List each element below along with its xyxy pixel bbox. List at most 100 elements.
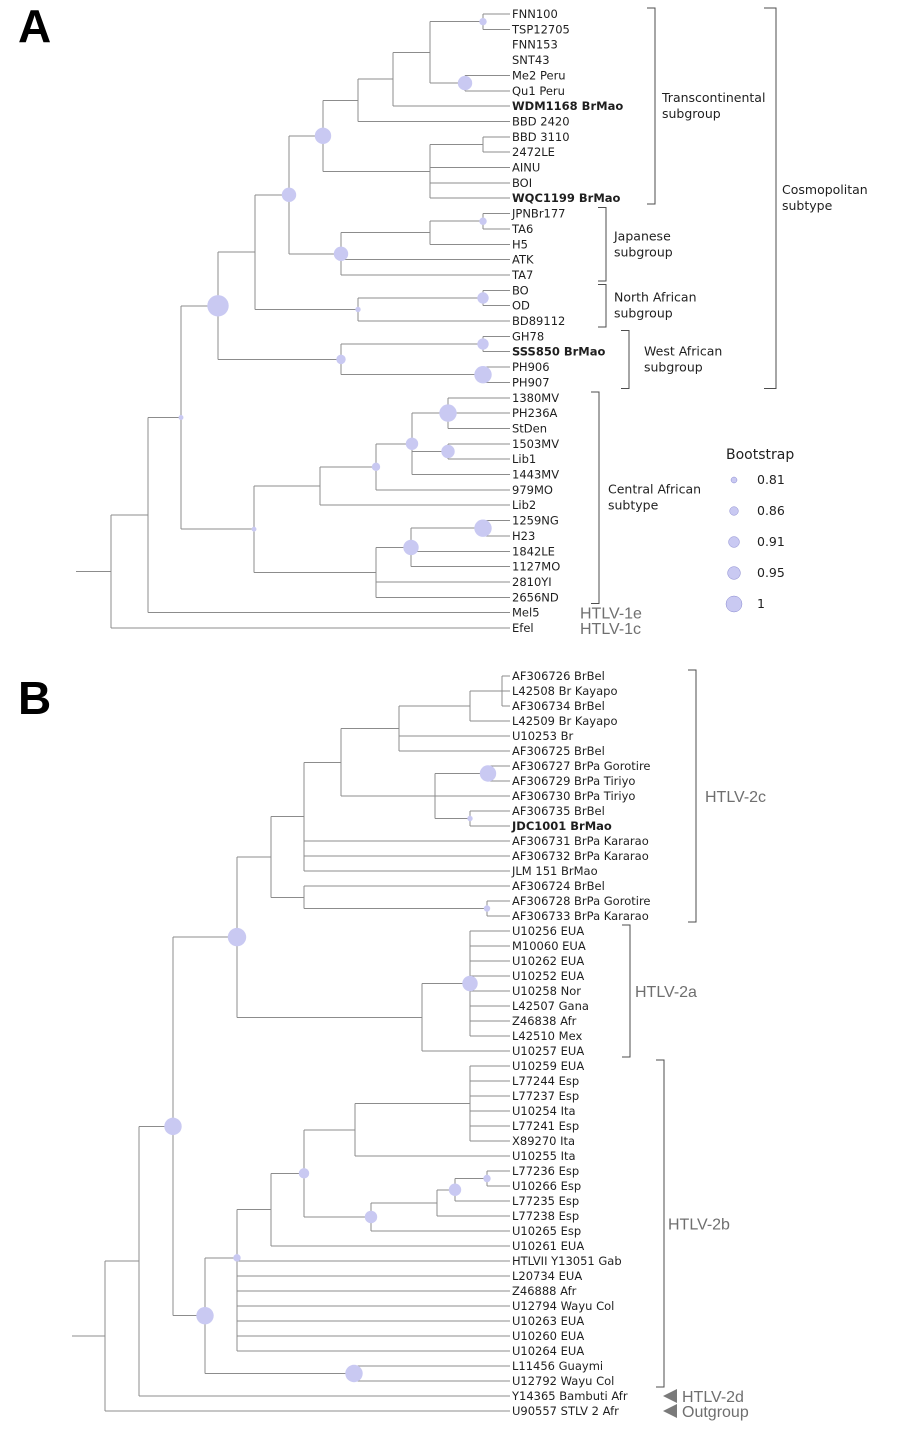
bootstrap-node-circle [462, 975, 478, 992]
leaf-label-1842le: 1842LE [512, 544, 555, 558]
leaf-label-stden: StDen [512, 421, 547, 435]
leaf-label-z46888-afr: Z46888 Afr [512, 1284, 577, 1298]
group-label-north-african-subgroup: North African subgroup [614, 290, 697, 321]
leaf-label-u10256-eua: U10256 EUA [512, 924, 584, 938]
legend-swatch [728, 536, 740, 548]
bootstrap-node-circle [477, 292, 489, 304]
bootstrap-node-circle [336, 354, 346, 365]
leaf-label-l77241-esp: L77241 Esp [512, 1119, 579, 1133]
leaf-label-z46838-afr: Z46838 Afr [512, 1014, 577, 1028]
leaf-label-wdm1168-brmao: WDM1168 BrMao [512, 99, 623, 113]
leaf-label-u10252-eua: U10252 EUA [512, 969, 584, 983]
leaf-label-boi: BOI [512, 176, 532, 190]
leaf-label-wqc1199-brmao: WQC1199 BrMao [512, 191, 621, 205]
leaf-label-l77238-esp: L77238 Esp [512, 1209, 579, 1223]
leaf-label-u10254-ita: U10254 Ita [512, 1104, 576, 1118]
leaf-label-u12792-wayu-col: U12792 Wayu Col [512, 1374, 614, 1388]
panel-a-label: A [18, 0, 51, 52]
leaf-label-ph907: PH907 [512, 375, 550, 389]
bootstrap-node-circle [474, 366, 492, 384]
tip-label-outgroup: Outgroup [682, 1404, 749, 1421]
bootstrap-node-circle [355, 306, 361, 313]
bracket-north-african-subgroup [598, 283, 607, 328]
leaf-label-af306731-brpa-kararao: AF306731 BrPa Kararao [512, 834, 649, 848]
bootstrap-node-circle [298, 1168, 310, 1179]
legend-value: 0.91 [757, 534, 785, 549]
leaf-label-ta7: TA7 [511, 268, 533, 282]
group-label-japanese-subgroup: Japanese subgroup [613, 228, 673, 259]
leaf-label-1380mv: 1380MV [512, 391, 559, 405]
leaf-label-2472le: 2472LE [512, 145, 555, 159]
legend-swatch [727, 566, 741, 580]
group-label-htlv-2b: HTLV-2b [668, 1217, 730, 1234]
legend-value: 0.95 [757, 565, 785, 580]
leaf-label-ph906: PH906 [512, 360, 550, 374]
leaf-label-lib2: Lib2 [512, 498, 536, 512]
leaf-label-ta6: TA6 [511, 222, 533, 236]
group-label-htlv-2c: HTLV-2c [705, 789, 766, 806]
leaf-label-u10258-nor: U10258 Nor [512, 984, 581, 998]
leaf-label-l42507-gana: L42507 Gana [512, 999, 589, 1013]
bootstrap-node-circle [483, 905, 491, 912]
leaf-label-979mo: 979MO [512, 483, 553, 497]
leaf-label-jdc1001-brmao: JDC1001 BrMao [511, 819, 612, 833]
leaf-label-af306732-brpa-kararao: AF306732 BrPa Kararao [512, 849, 649, 863]
bracket-cosmopolitan-subtype [764, 7, 777, 389]
bootstrap-node-circle [448, 1183, 462, 1196]
leaf-label-u10262-eua: U10262 EUA [512, 954, 584, 968]
tip-label-htlv-1e: HTLV-1e [580, 606, 642, 623]
bootstrap-node-circle [479, 217, 487, 225]
group-label-cosmopolitan-subtype: Cosmopolitan subtype [782, 182, 868, 213]
leaf-label-u90557-stlv-2-afr: U90557 STLV 2 Afr [512, 1404, 619, 1418]
leaf-label-gh78: GH78 [512, 329, 544, 343]
leaf-label-u10260-eua: U10260 EUA [512, 1329, 584, 1343]
bootstrap-node-circle [479, 17, 487, 26]
bootstrap-node-circle [178, 415, 184, 420]
bracket-west-african-subgroup [621, 329, 630, 389]
leaf-label-u10255-ita: U10255 Ita [512, 1149, 576, 1163]
tip-label-htlv-2d: HTLV-2d [682, 1389, 744, 1406]
bracket-htlv-2b [656, 1059, 665, 1388]
leaf-label-u10265-esp: U10265 Esp [512, 1224, 581, 1238]
leaf-label-jlm-151-brmao: JLM 151 BrMao [511, 864, 598, 878]
bootstrap-node-circle [405, 437, 419, 450]
arrow-icon [663, 1389, 677, 1403]
bootstrap-node-circle [333, 246, 349, 262]
leaf-label-ainu: AINU [512, 161, 540, 175]
bracket-japanese-subgroup [598, 207, 607, 282]
group-label-central-african-subtype: Central African subtype [608, 482, 701, 513]
panel-b-label: B [18, 672, 51, 724]
bracket-htlv-2c [688, 669, 697, 923]
bootstrap-node-circle [477, 338, 489, 350]
leaf-label-2656nd: 2656ND [512, 590, 559, 604]
leaf-label-af306730-brpa-tiriyo: AF306730 BrPa Tiriyo [512, 789, 635, 803]
leaf-label-ph236a: PH236A [512, 406, 558, 420]
leaf-label-af306726-brbel: AF306726 BrBel [512, 669, 605, 683]
leaf-label-atk: ATK [512, 253, 534, 267]
leaf-label-af306734-brbel: AF306734 BrBel [512, 699, 605, 713]
bootstrap-node-circle [371, 462, 381, 472]
leaf-label-u10263-eua: U10263 EUA [512, 1314, 584, 1328]
legend-value: 0.81 [757, 472, 785, 487]
legend-title: Bootstrap [726, 447, 794, 463]
tip-label-htlv-1c: HTLV-1c [580, 621, 641, 638]
leaf-label-l77236-esp: L77236 Esp [512, 1164, 579, 1178]
leaf-label-l11456-guaymi: L11456 Guaymi [512, 1359, 603, 1373]
bootstrap-node-circle [441, 444, 455, 459]
bootstrap-node-circle [164, 1117, 182, 1136]
arrow-icon [663, 1404, 677, 1418]
bracket-htlv-2a [622, 924, 631, 1058]
bootstrap-node-circle [439, 404, 457, 422]
leaf-label-2810yi: 2810YI [512, 575, 552, 589]
legend-swatch [725, 595, 743, 613]
bootstrap-legend: Bootstrap 0.81 0.86 0.91 0.95 1 [725, 447, 794, 613]
leaf-label-bo: BO [512, 283, 529, 297]
leaf-label-af306733-brpa-kararao: AF306733 BrPa Kararao [512, 909, 649, 923]
leaf-label-u10266-esp: U10266 Esp [512, 1179, 581, 1193]
leaf-label-bbd-3110: BBD 3110 [512, 130, 570, 144]
leaf-label-mel5: Mel5 [512, 606, 540, 620]
leaf-label-u10259-eua: U10259 EUA [512, 1059, 584, 1073]
